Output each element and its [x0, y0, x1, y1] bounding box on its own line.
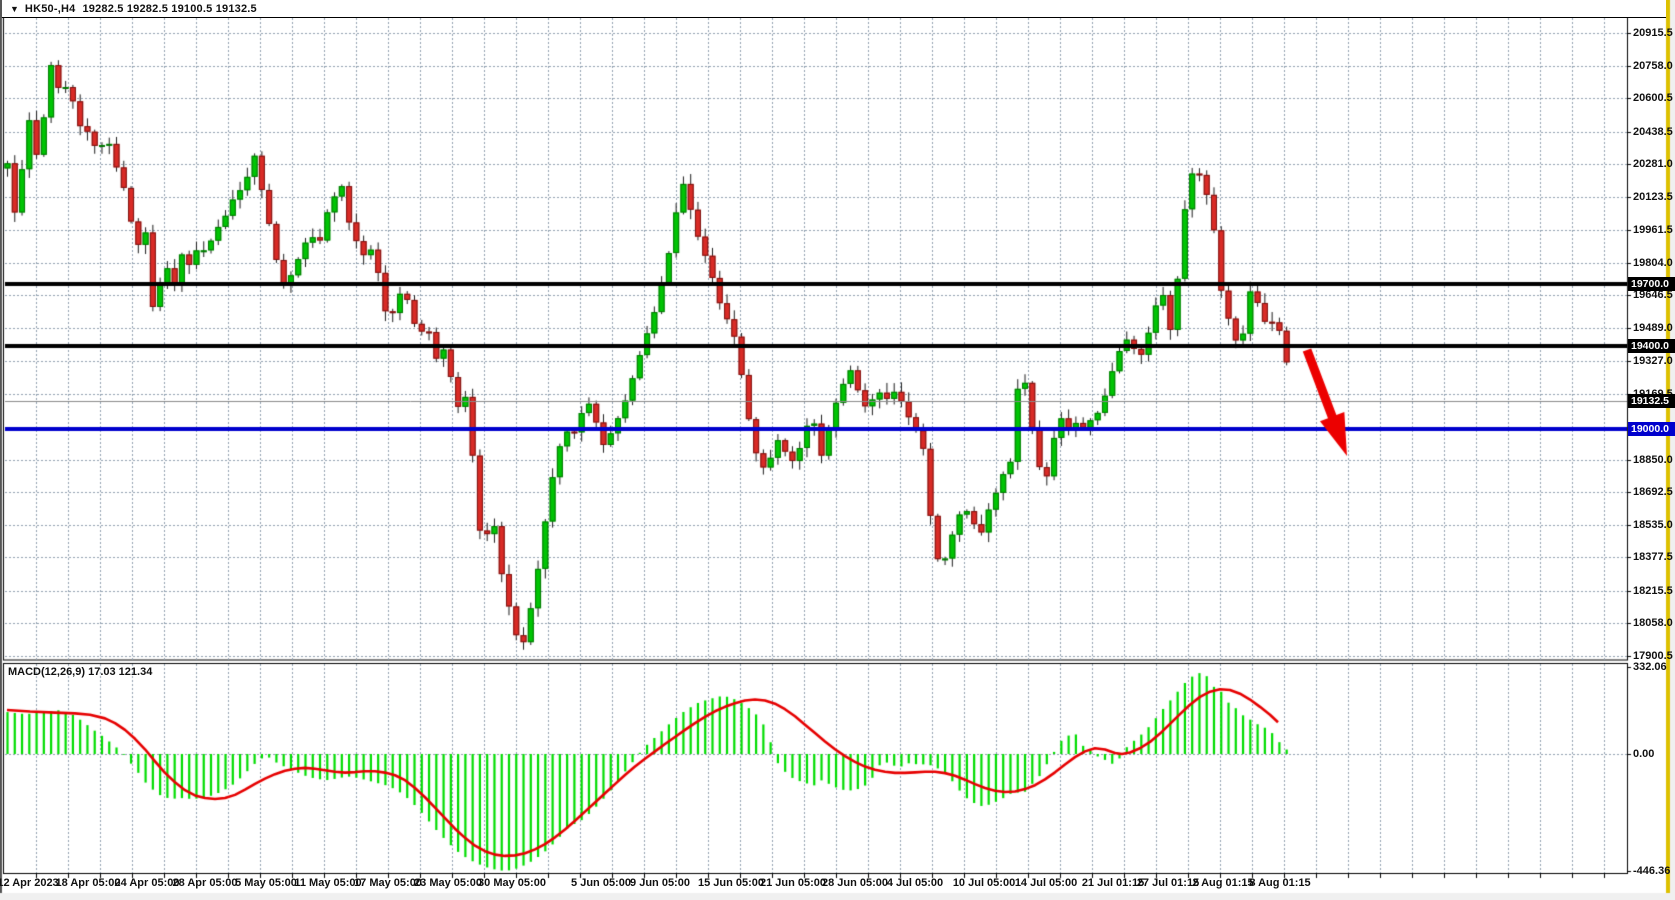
time-axis-label: 5 Jun 05:00: [571, 877, 631, 889]
price-tick-label: 19327.0: [1633, 355, 1673, 368]
price-tick-label: 19961.5: [1633, 224, 1673, 237]
macd-indicator-label: MACD(12,26,9) 17.03 121.34: [8, 666, 153, 678]
time-axis-label: 24 Apr 05:00: [114, 877, 180, 889]
chart-header-bar: ▼ HK50-,H4 19282.5 19282.5 19100.5 19132…: [2, 0, 1666, 18]
price-tick-label: 19489.0: [1633, 321, 1673, 334]
time-axis-label: 18 Apr 05:00: [55, 877, 121, 889]
time-axis-label: 23 May 05:00: [414, 877, 482, 889]
time-axis-label: 10 Jul 05:00: [952, 877, 1016, 889]
price-tick-label: 18850.0: [1633, 453, 1673, 466]
price-tick-label: 20281.0: [1633, 158, 1673, 171]
price-tick-label: 17900.5: [1633, 650, 1673, 662]
macd-scale-label: 332.06: [1633, 661, 1667, 673]
price-tick-label: 20438.5: [1633, 125, 1673, 138]
time-axis-label: 9 Jun 05:00: [630, 877, 690, 889]
price-tick-label: 18058.0: [1633, 617, 1673, 630]
time-axis-label: 27 Jul 01:15: [1136, 877, 1200, 889]
time-axis-label: 15 Jun 05:00: [697, 877, 765, 889]
time-axis-label: 8 Aug 01:15: [1249, 877, 1311, 889]
price-line-badge: 19400.0: [1628, 339, 1675, 354]
macd-scale-label: -446.36: [1633, 864, 1671, 877]
time-axis-label: 11 May 05:00: [294, 877, 362, 889]
time-axis-label: 4 Jul 05:00: [886, 877, 944, 889]
price-line-badge: 19000.0: [1628, 421, 1675, 436]
time-axis-label: 2 Aug 01:15: [1192, 877, 1254, 889]
time-axis-label: 28 Apr 05:00: [172, 877, 238, 889]
price-tick-label: 18692.5: [1633, 486, 1673, 499]
ohlc-quote-values: 19282.5 19282.5 19100.5 19132.5: [82, 2, 257, 15]
price-tick-label: 20123.5: [1633, 190, 1673, 203]
macd-scale-label: 0.00: [1633, 748, 1655, 760]
time-axis-label: 12 Apr 2023: [0, 877, 59, 889]
price-tick-label: 19646.5: [1633, 289, 1673, 302]
price-tick-label: 19804.0: [1633, 256, 1673, 269]
price-line-badge: 19132.5: [1628, 394, 1675, 409]
price-tick-label: 20758.0: [1633, 59, 1673, 72]
price-tick-label: 18535.0: [1633, 518, 1673, 531]
price-tick-label: 18377.5: [1633, 551, 1673, 564]
time-axis-label: 21 Jun 05:00: [759, 877, 827, 889]
price-tick-label: 20915.5: [1633, 27, 1673, 39]
price-line-badge: 19700.0: [1628, 277, 1675, 292]
symbol-timeframe-label: HK50-,H4: [24, 2, 76, 15]
time-axis-label: 30 May 05:00: [478, 877, 546, 889]
symbol-dropdown-icon[interactable]: ▼: [10, 3, 19, 14]
time-axis-label: 28 Jun 05:00: [821, 877, 889, 889]
price-axis[interactable]: [1628, 18, 1666, 873]
time-axis-label: 5 May 05:00: [235, 877, 297, 889]
price-tick-label: 18215.5: [1633, 584, 1673, 597]
time-axis-label: 14 Jul 05:00: [1014, 877, 1078, 889]
time-axis-label: 21 Jul 01:15: [1081, 877, 1145, 889]
price-tick-label: 20600.5: [1633, 92, 1673, 105]
time-axis[interactable]: [2, 874, 1626, 893]
time-axis-label: 17 May 05:00: [354, 877, 422, 889]
